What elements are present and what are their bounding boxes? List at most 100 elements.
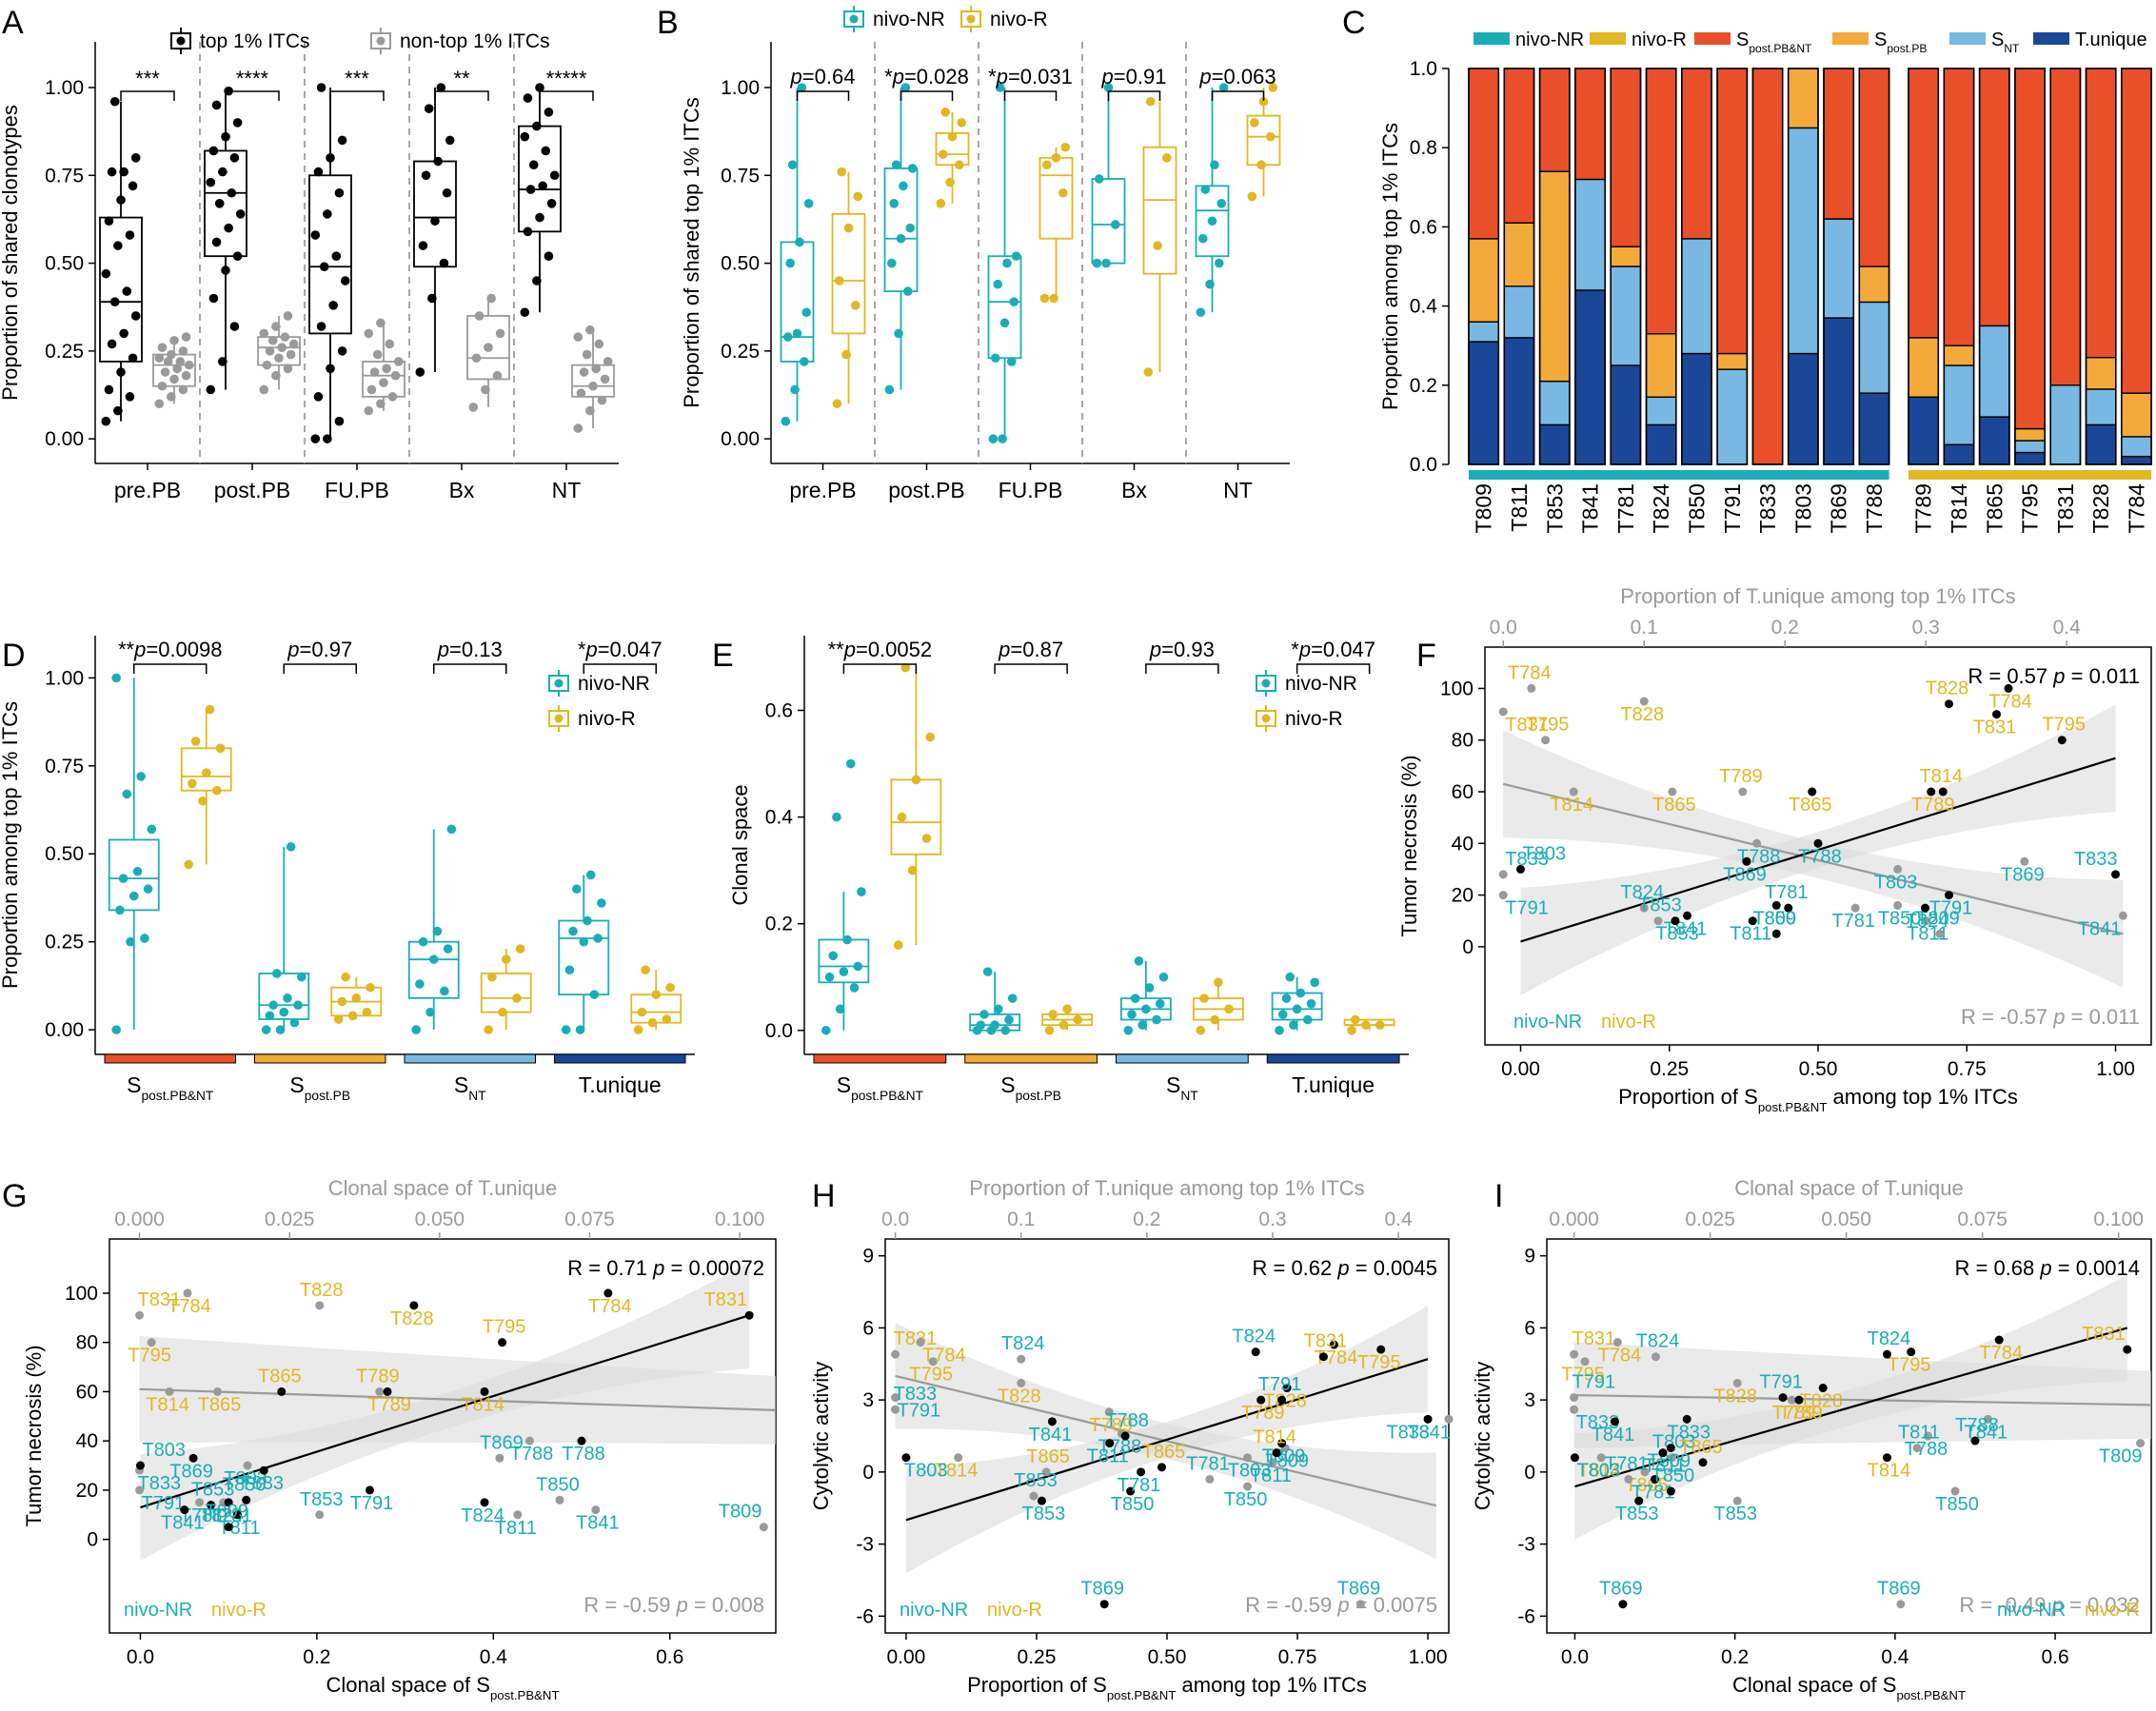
- y-tick-label: 0.50: [721, 253, 760, 275]
- data-point: [1748, 916, 1757, 926]
- point-label: T853: [191, 1479, 235, 1500]
- data-point: [130, 311, 141, 321]
- data-point: [265, 346, 275, 356]
- point-label: T791: [350, 1493, 394, 1514]
- y-tick-label: 0.0: [765, 1020, 793, 1042]
- x2-tick-label: 0.025: [265, 1209, 315, 1230]
- category-color-bar: [1266, 1053, 1400, 1064]
- point-label: T869: [480, 1432, 524, 1453]
- correlation-stat-main: R = 0.57 p = 0.011: [1968, 664, 2140, 688]
- data-point: [1256, 160, 1266, 170]
- group-color-bar: [1909, 470, 2152, 480]
- data-point: [1200, 185, 1211, 194]
- x2-tick-label: 0.1: [1007, 1209, 1035, 1230]
- x-tick-label: T788: [1862, 483, 1887, 533]
- data-point: [498, 1338, 507, 1347]
- significance-label: **: [453, 67, 470, 90]
- data-point: [842, 934, 852, 945]
- data-point: [1205, 279, 1215, 289]
- data-point: [468, 403, 479, 412]
- data-point: [841, 349, 851, 360]
- point-label: T803: [142, 1440, 186, 1461]
- data-point: [128, 353, 138, 364]
- data-point: [442, 187, 452, 198]
- data-point: [1893, 900, 1903, 910]
- x-tick-label: T833: [1755, 483, 1780, 533]
- data-point: [1004, 1014, 1014, 1025]
- point-label: T789: [1911, 795, 1955, 816]
- bar-outline: [1823, 68, 1855, 465]
- bar-segment: [1787, 68, 1819, 129]
- data-point: [1732, 1378, 1742, 1387]
- significance-bracket: [1107, 90, 1161, 101]
- data-point: [101, 268, 111, 279]
- data-point: [215, 743, 226, 754]
- x-tick-label: 0.25: [1018, 1646, 1057, 1668]
- data-point: [894, 940, 903, 950]
- data-point: [1199, 993, 1209, 1003]
- data-point: [585, 870, 596, 880]
- data-point: [1738, 787, 1748, 796]
- point-label: T833: [1667, 1422, 1711, 1443]
- data-point: [382, 364, 391, 374]
- data-point: [633, 1025, 643, 1034]
- bar-segment: [1538, 423, 1571, 465]
- point-label: T788: [510, 1444, 554, 1465]
- data-point: [190, 737, 201, 746]
- data-point: [277, 343, 287, 352]
- data-point: [1927, 787, 1936, 796]
- data-point: [1658, 1448, 1668, 1458]
- data-point: [430, 216, 440, 226]
- x2-tick-label: 0.4: [1385, 1209, 1414, 1230]
- point-label: T869: [1080, 1579, 1124, 1600]
- data-point: [579, 367, 589, 377]
- bar-segment: [1823, 68, 1854, 220]
- point-label: T784: [1979, 1343, 2023, 1364]
- data-point: [744, 1310, 754, 1320]
- data-point: [523, 226, 533, 237]
- data-point: [591, 1505, 601, 1515]
- data-point: [1103, 83, 1114, 92]
- data-point: [280, 332, 290, 342]
- box: [204, 149, 247, 258]
- point-label: T814: [1577, 1461, 1621, 1482]
- data-point: [498, 1007, 507, 1017]
- significance-label: ****: [236, 67, 269, 90]
- data-point: [387, 392, 398, 402]
- data-point: [122, 789, 132, 799]
- significance-bracket: [1211, 90, 1265, 101]
- data-point: [375, 1386, 385, 1396]
- legend-swatch: [1949, 32, 1986, 45]
- point-label: T831: [704, 1289, 748, 1310]
- data-point: [999, 318, 1010, 328]
- data-point: [492, 370, 503, 381]
- category-color-bar: [1116, 1053, 1249, 1064]
- fit-line-main: [140, 1314, 750, 1509]
- x-axis-label: Clonal space of Spost.PB&NT: [1732, 1673, 1966, 1702]
- significance-bracket: [434, 90, 489, 101]
- bar-segment: [1574, 289, 1606, 465]
- x-tick-label: 0.2: [1721, 1646, 1749, 1668]
- data-point: [132, 866, 143, 876]
- legend-dot: [1261, 678, 1271, 688]
- data-point: [544, 108, 554, 117]
- legend-label: nivo-R: [1285, 708, 1343, 730]
- data-point: [340, 276, 350, 285]
- y-axis-label: Proportion of shared top 1% ITCs: [680, 97, 703, 408]
- data-point: [107, 339, 117, 349]
- legend-label: non-top 1% ITCs: [400, 30, 550, 52]
- data-point: [128, 181, 138, 191]
- data-point: [169, 374, 179, 384]
- data-point: [289, 1017, 300, 1028]
- data-point: [792, 328, 802, 339]
- data-point: [1258, 96, 1269, 107]
- y-axis-label: Cytolytic activity: [809, 1362, 833, 1510]
- box: [987, 255, 1022, 360]
- data-point: [224, 1523, 233, 1532]
- data-point: [484, 343, 493, 352]
- y-tick-label: 40: [1452, 833, 1474, 855]
- data-point: [111, 673, 121, 683]
- data-point: [2118, 911, 2127, 920]
- data-point: [323, 434, 332, 443]
- significance-bracket: [994, 663, 1068, 674]
